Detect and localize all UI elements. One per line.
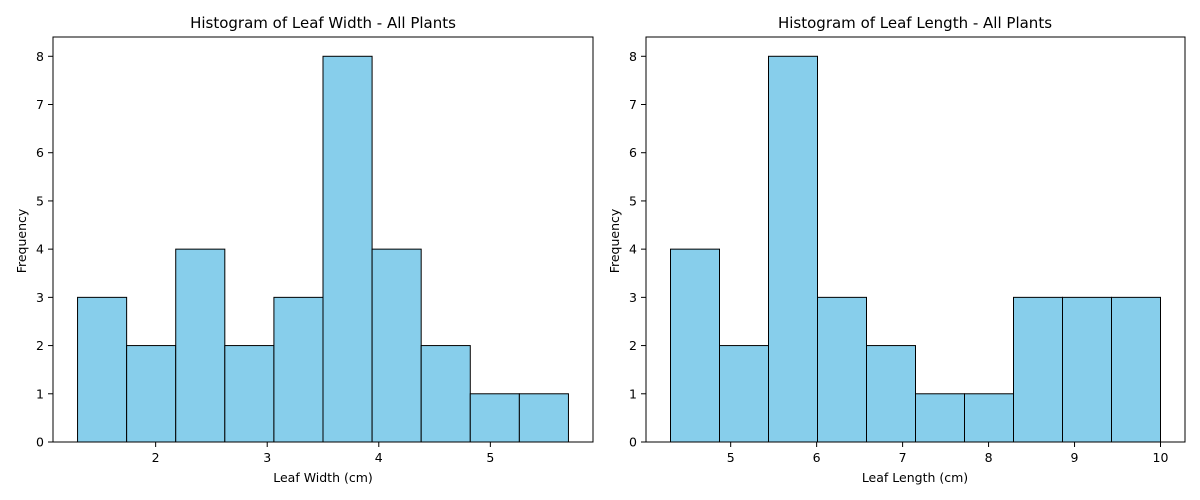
y-tick-label: 7 bbox=[629, 97, 637, 112]
histogram-bar bbox=[77, 296, 128, 443]
y-tick-label: 2 bbox=[36, 338, 44, 353]
y-tick-label: 0 bbox=[36, 435, 44, 450]
chart-title: Histogram of Leaf Length - All Plants bbox=[778, 14, 1052, 32]
y-tick-label: 1 bbox=[629, 386, 637, 401]
y-tick-label: 4 bbox=[36, 242, 44, 257]
histogram-bar bbox=[371, 248, 422, 443]
y-tick-label: 7 bbox=[36, 97, 44, 112]
x-ticks: 2 3 4 5 bbox=[152, 442, 494, 465]
y-tick-label: 2 bbox=[629, 338, 637, 353]
histogram-bar bbox=[126, 345, 177, 443]
x-tick-label: 3 bbox=[263, 450, 271, 465]
x-axis-label: Leaf Width (cm) bbox=[273, 470, 373, 485]
y-tick-label: 5 bbox=[629, 193, 637, 208]
x-ticks: 5 6 7 8 9 10 bbox=[727, 442, 1169, 465]
histogram-bar bbox=[915, 393, 965, 443]
histogram-bar bbox=[420, 345, 471, 443]
x-tick-label: 7 bbox=[899, 450, 907, 465]
x-tick-label: 5 bbox=[486, 450, 494, 465]
y-tick-label: 5 bbox=[36, 193, 44, 208]
y-ticks: 0 1 2 3 4 5 6 7 8 bbox=[629, 49, 646, 450]
histogram-bar bbox=[1013, 296, 1063, 443]
y-tick-label: 4 bbox=[629, 242, 637, 257]
axes-frame bbox=[52, 36, 594, 443]
y-tick-label: 0 bbox=[629, 435, 637, 450]
x-axis-label: Leaf Length (cm) bbox=[862, 470, 968, 485]
histogram-bar bbox=[273, 296, 324, 443]
chart-title: Histogram of Leaf Width - All Plants bbox=[190, 14, 456, 32]
axes-frame bbox=[645, 36, 1186, 443]
histogram-bar bbox=[866, 345, 916, 443]
bars bbox=[670, 55, 1161, 443]
x-tick-label: 4 bbox=[375, 450, 383, 465]
y-tick-label: 1 bbox=[36, 386, 44, 401]
y-tick-label: 6 bbox=[629, 145, 637, 160]
histogram-bar bbox=[224, 345, 275, 443]
leaf-length-histogram: Histogram of Leaf Length - All Plants 5 6… bbox=[607, 14, 1186, 485]
histogram-bar bbox=[469, 393, 520, 443]
x-tick-label: 2 bbox=[152, 450, 160, 465]
y-tick-label: 6 bbox=[36, 145, 44, 160]
histogram-bar bbox=[1111, 296, 1161, 443]
y-tick-label: 3 bbox=[36, 290, 44, 305]
histogram-bar bbox=[322, 55, 373, 443]
histogram-bar bbox=[518, 393, 569, 443]
y-tick-label: 8 bbox=[629, 49, 637, 64]
y-axis-label: Frequency bbox=[14, 208, 29, 273]
histogram-bar bbox=[670, 248, 720, 443]
leaf-width-histogram: Histogram of Leaf Width - All Plants 2 3 4… bbox=[14, 14, 594, 485]
histogram-bar bbox=[175, 248, 226, 443]
histogram-bar bbox=[768, 55, 818, 443]
histogram-bar bbox=[719, 345, 769, 443]
y-axis-label: Frequency bbox=[607, 208, 622, 273]
x-tick-label: 8 bbox=[985, 450, 993, 465]
histogram-bar bbox=[817, 296, 867, 443]
bars bbox=[77, 55, 569, 443]
x-tick-label: 9 bbox=[1071, 450, 1079, 465]
y-tick-label: 3 bbox=[629, 290, 637, 305]
x-tick-label: 10 bbox=[1153, 450, 1169, 465]
histogram-bar bbox=[964, 393, 1014, 443]
x-tick-label: 5 bbox=[727, 450, 735, 465]
x-tick-label: 6 bbox=[813, 450, 821, 465]
histogram-bar bbox=[1062, 296, 1112, 443]
y-ticks: 0 1 2 3 4 5 6 7 8 bbox=[36, 49, 53, 450]
y-tick-label: 8 bbox=[36, 49, 44, 64]
